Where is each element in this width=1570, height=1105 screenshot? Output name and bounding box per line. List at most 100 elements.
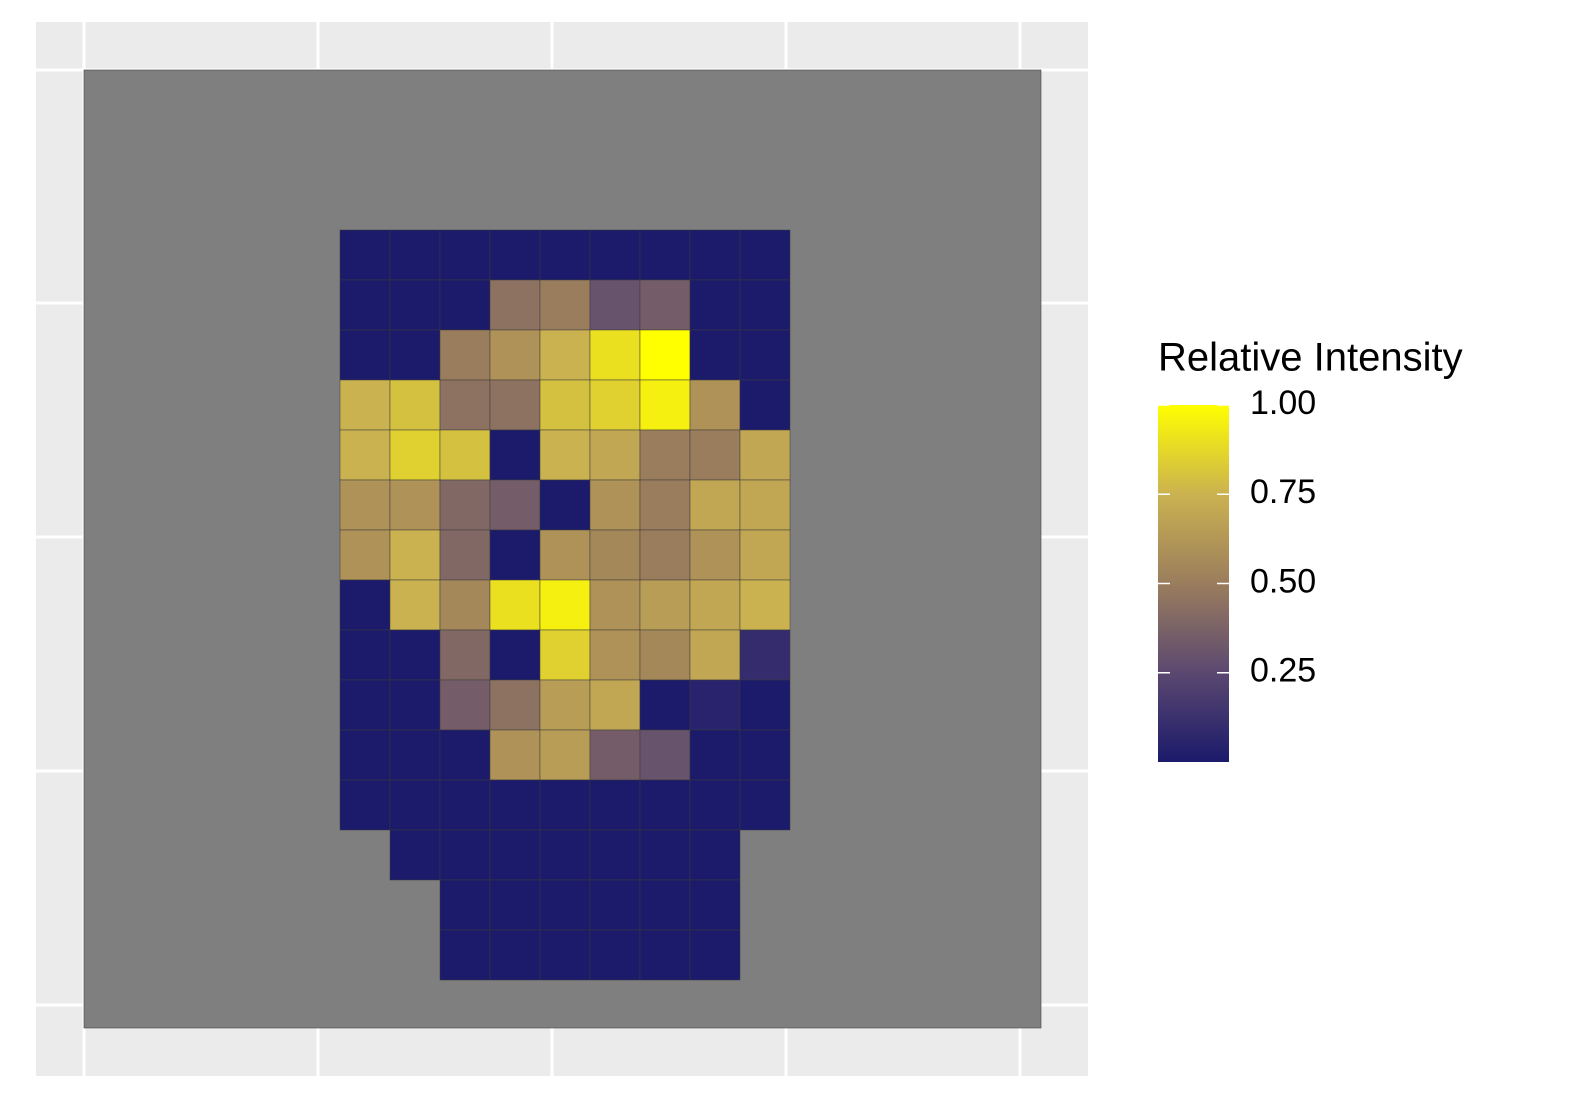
cell bbox=[689, 879, 741, 931]
cell bbox=[539, 879, 591, 931]
cell bbox=[439, 879, 491, 931]
cell bbox=[339, 629, 391, 681]
cell bbox=[539, 729, 591, 781]
cell bbox=[689, 829, 741, 881]
cell bbox=[539, 829, 591, 881]
cell bbox=[339, 529, 391, 581]
cell bbox=[339, 779, 391, 831]
cell bbox=[589, 279, 641, 331]
cell bbox=[539, 679, 591, 731]
cell bbox=[439, 729, 491, 781]
cell bbox=[389, 529, 441, 581]
cell bbox=[439, 829, 491, 881]
cell bbox=[339, 379, 391, 431]
cell bbox=[489, 579, 541, 631]
cell bbox=[339, 229, 391, 281]
colorbar-tick-label: 1.00 bbox=[1250, 384, 1316, 422]
cell bbox=[689, 379, 741, 431]
cell bbox=[639, 729, 691, 781]
cell bbox=[639, 679, 691, 731]
cell bbox=[689, 779, 741, 831]
colorbar-tick-label: 0.75 bbox=[1250, 473, 1316, 511]
cell bbox=[639, 879, 691, 931]
cell bbox=[639, 779, 691, 831]
cell bbox=[589, 579, 641, 631]
colorbar-tick-label: 0.25 bbox=[1250, 652, 1316, 690]
cell bbox=[739, 529, 791, 581]
cell bbox=[439, 379, 491, 431]
cell bbox=[739, 229, 791, 281]
cell bbox=[639, 579, 691, 631]
cell bbox=[339, 429, 391, 481]
cell bbox=[689, 479, 741, 531]
cell bbox=[589, 929, 641, 981]
cell bbox=[339, 579, 391, 631]
cell bbox=[539, 329, 591, 381]
cell bbox=[539, 779, 591, 831]
cell bbox=[589, 779, 641, 831]
cell bbox=[689, 579, 741, 631]
cell bbox=[589, 879, 641, 931]
cell bbox=[489, 379, 541, 431]
cell bbox=[489, 879, 541, 931]
colorbar-tick-label: 0.50 bbox=[1250, 562, 1316, 600]
cell bbox=[339, 279, 391, 331]
cell bbox=[489, 929, 541, 981]
cell bbox=[639, 629, 691, 681]
cell bbox=[439, 329, 491, 381]
legend-title: Relative Intensity bbox=[1158, 336, 1463, 380]
cell bbox=[639, 929, 691, 981]
cell bbox=[539, 429, 591, 481]
cell bbox=[439, 629, 491, 681]
cell bbox=[639, 379, 691, 431]
cell bbox=[489, 479, 541, 531]
cell bbox=[689, 529, 741, 581]
cell bbox=[689, 929, 741, 981]
cell bbox=[689, 429, 741, 481]
cell bbox=[389, 379, 441, 431]
cell bbox=[639, 279, 691, 331]
cell bbox=[589, 379, 641, 431]
cell bbox=[439, 429, 491, 481]
cell bbox=[489, 429, 541, 481]
cell bbox=[439, 679, 491, 731]
cell bbox=[439, 579, 491, 631]
cell bbox=[739, 679, 791, 731]
cell bbox=[339, 679, 391, 731]
cell bbox=[539, 529, 591, 581]
cell bbox=[639, 829, 691, 881]
cell bbox=[689, 729, 741, 781]
cell bbox=[489, 829, 541, 881]
cell bbox=[489, 729, 541, 781]
cell bbox=[489, 229, 541, 281]
cell bbox=[589, 479, 641, 531]
cell bbox=[439, 279, 491, 331]
cell bbox=[739, 479, 791, 531]
cell bbox=[489, 629, 541, 681]
cell bbox=[739, 579, 791, 631]
cell bbox=[489, 279, 541, 331]
colorbar-ticks: 0.25 0.50 0.75 1.00 bbox=[1158, 384, 1316, 690]
cell bbox=[389, 679, 441, 731]
cell bbox=[339, 729, 391, 781]
cell bbox=[689, 329, 741, 381]
cell bbox=[539, 229, 591, 281]
cell bbox=[589, 329, 641, 381]
cell bbox=[389, 279, 441, 331]
cell bbox=[339, 329, 391, 381]
cell bbox=[739, 279, 791, 331]
cell bbox=[589, 429, 641, 481]
cell bbox=[489, 779, 541, 831]
cell bbox=[739, 429, 791, 481]
cell bbox=[739, 329, 791, 381]
cell bbox=[439, 929, 491, 981]
cell bbox=[739, 729, 791, 781]
cell bbox=[539, 379, 591, 431]
cell bbox=[389, 479, 441, 531]
cell bbox=[639, 479, 691, 531]
cell bbox=[689, 679, 741, 731]
cell bbox=[539, 479, 591, 531]
cell bbox=[589, 829, 641, 881]
